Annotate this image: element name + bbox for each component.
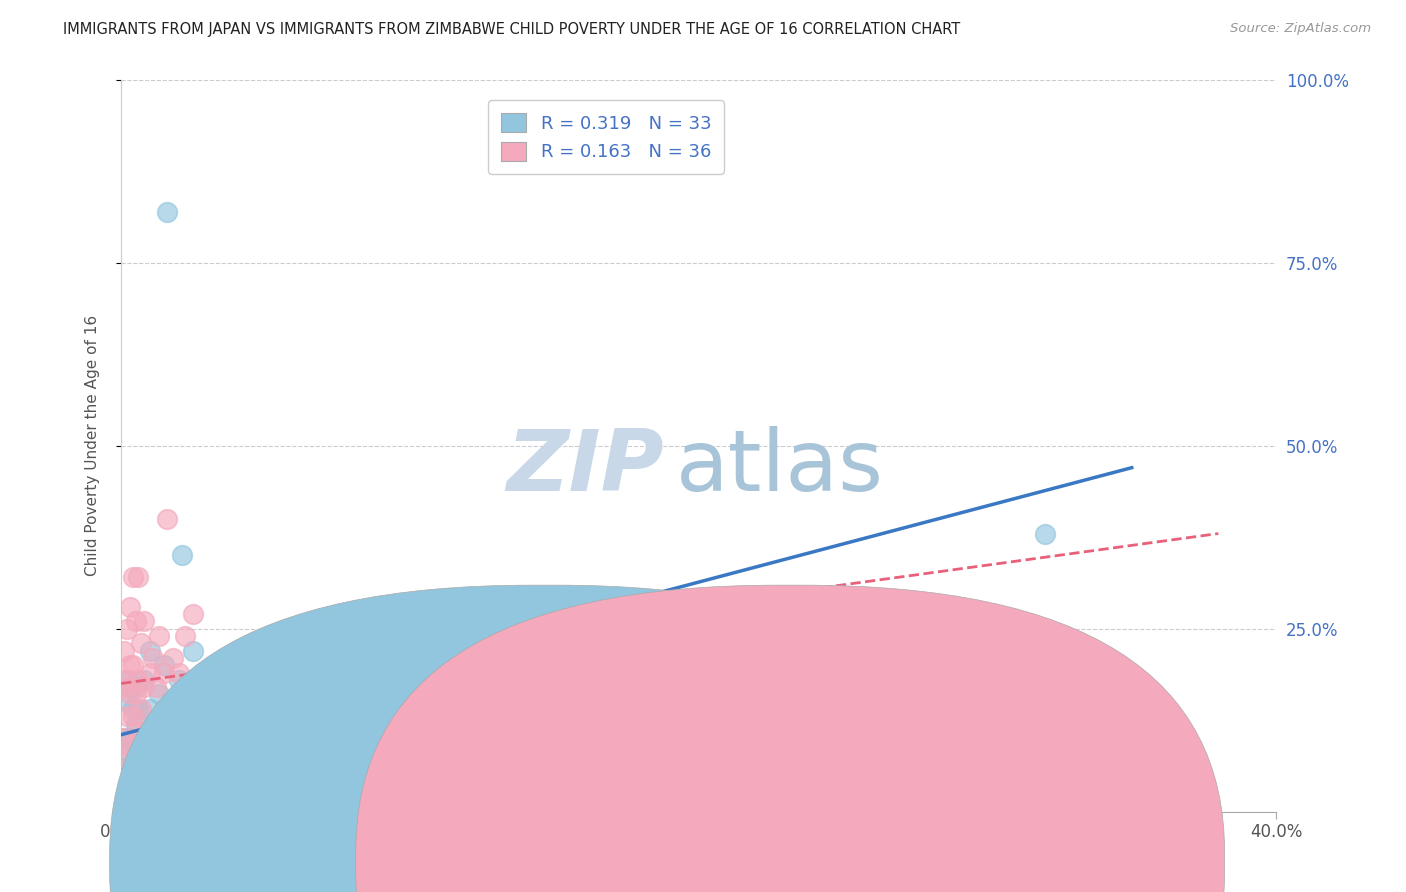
Point xyxy=(145,680,167,694)
Text: ZIP: ZIP xyxy=(506,426,664,509)
Point xyxy=(134,680,156,694)
Text: Source: ZipAtlas.com: Source: ZipAtlas.com xyxy=(1230,22,1371,36)
Point xyxy=(127,673,149,687)
Point xyxy=(167,673,190,687)
Text: atlas: atlas xyxy=(675,426,883,509)
Point xyxy=(121,709,143,723)
Point xyxy=(148,629,170,643)
Point xyxy=(115,746,138,760)
Point xyxy=(112,775,135,789)
Point xyxy=(112,680,135,694)
Point xyxy=(118,739,141,753)
Point xyxy=(112,761,135,775)
Point xyxy=(112,643,135,657)
Point xyxy=(181,673,204,687)
Point xyxy=(131,702,153,716)
Point xyxy=(124,680,146,694)
Point xyxy=(115,768,138,782)
Point xyxy=(121,702,143,716)
Point xyxy=(124,615,146,629)
Text: Immigrants from Zimbabwe: Immigrants from Zimbabwe xyxy=(780,855,1028,872)
Point xyxy=(131,636,153,650)
Point xyxy=(139,702,162,716)
Point xyxy=(118,658,141,673)
Point xyxy=(115,753,138,767)
Point xyxy=(118,688,141,702)
Point xyxy=(134,673,156,687)
Point xyxy=(162,651,184,665)
Point xyxy=(118,599,141,614)
Point xyxy=(127,702,149,716)
Legend: R = 0.319   N = 33, R = 0.163   N = 36: R = 0.319 N = 33, R = 0.163 N = 36 xyxy=(488,100,724,174)
Point xyxy=(145,731,167,746)
Point xyxy=(115,695,138,709)
Text: Immigrants from Japan: Immigrants from Japan xyxy=(534,855,741,872)
Point xyxy=(115,673,138,687)
Point xyxy=(118,680,141,694)
Point xyxy=(153,665,176,680)
Point xyxy=(112,768,135,782)
Y-axis label: Child Poverty Under the Age of 16: Child Poverty Under the Age of 16 xyxy=(86,315,100,576)
Point xyxy=(1033,526,1056,541)
Point xyxy=(115,709,138,723)
Point xyxy=(211,709,233,723)
Point xyxy=(156,512,179,526)
Point xyxy=(136,753,159,767)
Point xyxy=(131,731,153,746)
Point xyxy=(118,731,141,746)
Point xyxy=(134,615,156,629)
Point xyxy=(173,688,195,702)
Point xyxy=(181,607,204,621)
Point xyxy=(148,688,170,702)
Point xyxy=(127,570,149,584)
Point xyxy=(118,775,141,789)
Point xyxy=(156,204,179,219)
Point xyxy=(181,643,204,657)
Point xyxy=(115,622,138,636)
Point xyxy=(170,549,193,563)
Point xyxy=(121,658,143,673)
Point xyxy=(142,651,165,665)
Point xyxy=(136,724,159,739)
Point xyxy=(167,665,190,680)
Point xyxy=(124,716,146,731)
Point xyxy=(139,643,162,657)
Point xyxy=(112,731,135,746)
Point xyxy=(124,688,146,702)
Point xyxy=(121,761,143,775)
Point xyxy=(112,731,135,746)
Point xyxy=(153,658,176,673)
Point xyxy=(173,629,195,643)
Text: IMMIGRANTS FROM JAPAN VS IMMIGRANTS FROM ZIMBABWE CHILD POVERTY UNDER THE AGE OF: IMMIGRANTS FROM JAPAN VS IMMIGRANTS FROM… xyxy=(63,22,960,37)
Point xyxy=(139,665,162,680)
Point xyxy=(124,746,146,760)
Point xyxy=(127,724,149,739)
Point xyxy=(115,673,138,687)
Point xyxy=(124,753,146,767)
Point xyxy=(121,570,143,584)
Point xyxy=(127,768,149,782)
